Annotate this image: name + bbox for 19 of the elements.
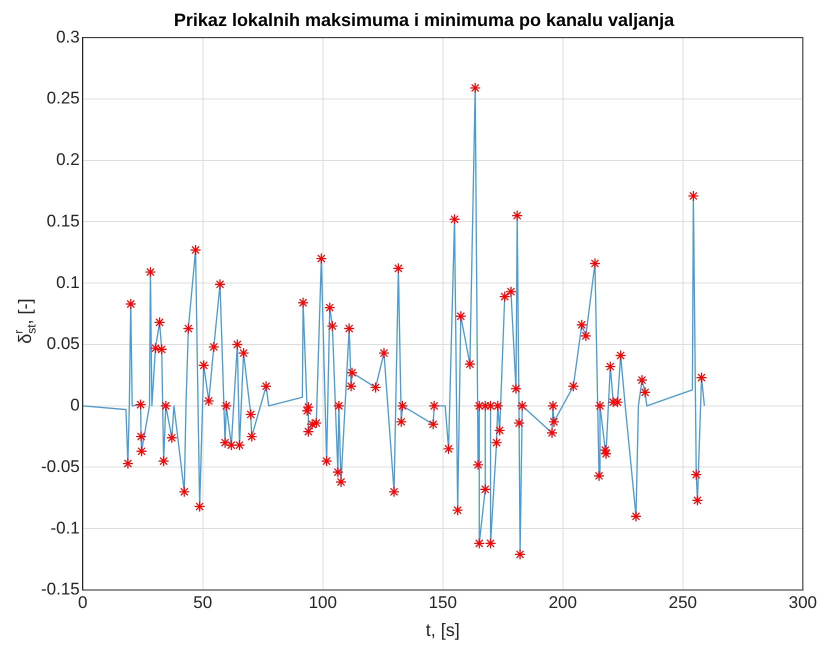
y-tick-label: 0 bbox=[70, 396, 80, 415]
x-tick-label: 100 bbox=[308, 592, 337, 612]
chart-title: Prikaz lokalnih maksimuma i minimuma po kanalu valjanja bbox=[174, 10, 676, 30]
y-tick-label: 0.05 bbox=[46, 334, 80, 354]
y-tick-label: 0.3 bbox=[56, 27, 80, 46]
x-tick-label: 200 bbox=[548, 592, 577, 612]
y-tick-label: 0.15 bbox=[46, 211, 80, 230]
x-tick-label: 50 bbox=[193, 592, 212, 612]
y-tick-label: -0.1 bbox=[50, 518, 80, 538]
x-axis-title: t, [s] bbox=[426, 620, 460, 640]
y-tick-label: -0.05 bbox=[41, 456, 80, 476]
y-tick-label: 0.25 bbox=[46, 88, 80, 108]
y-axis-title: δrst, [-] bbox=[11, 298, 38, 344]
x-tick-label: 150 bbox=[428, 592, 457, 612]
y-tick-label: -0.15 bbox=[41, 580, 80, 599]
x-tick-label: 300 bbox=[788, 592, 818, 612]
x-tick-label: 250 bbox=[668, 592, 697, 612]
y-tick-label: 0.1 bbox=[56, 272, 80, 292]
y-tick-label: 0.2 bbox=[56, 150, 80, 170]
